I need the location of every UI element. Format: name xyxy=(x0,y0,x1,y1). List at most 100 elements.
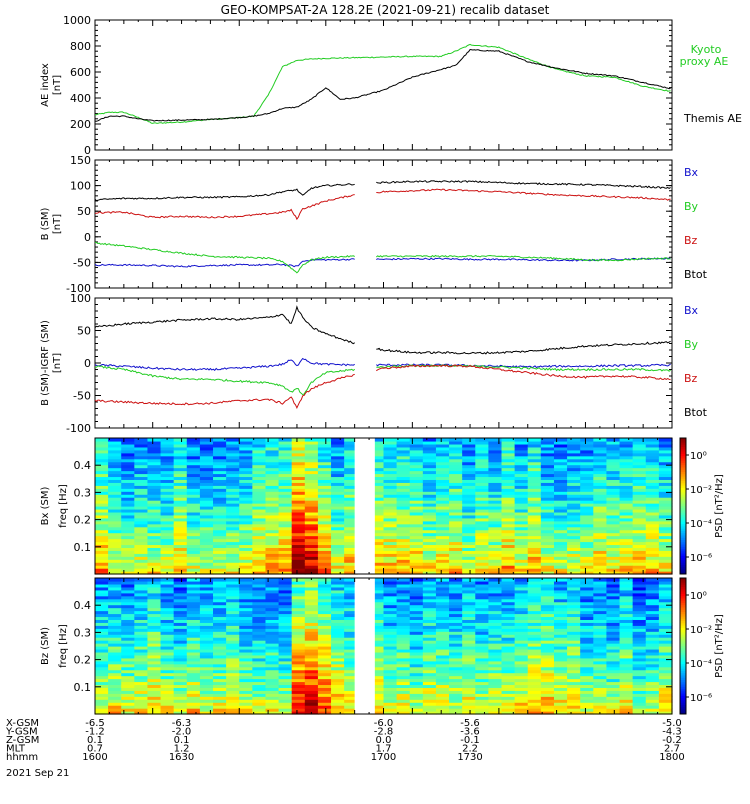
spectrogram-cell xyxy=(527,550,542,554)
spectrogram-cell xyxy=(213,598,227,603)
y-tick-label: 800 xyxy=(70,40,91,53)
spectrogram-cell xyxy=(580,607,594,612)
spectrogram-cell xyxy=(553,643,568,647)
spectrogram-cell xyxy=(449,666,463,671)
spectrogram-cell xyxy=(527,687,542,691)
spectrogram-cell xyxy=(435,541,450,546)
spectrogram-cell xyxy=(449,473,463,478)
spectrogram-cell xyxy=(540,565,555,569)
spectrogram-cell xyxy=(95,702,109,706)
spectrogram-cell xyxy=(475,538,490,543)
spectrogram-cell xyxy=(435,565,450,569)
spectrogram-cell xyxy=(553,571,568,575)
spectrogram-cell xyxy=(226,526,240,531)
spectrogram-cell xyxy=(462,488,476,492)
spectrogram-cell xyxy=(213,634,227,638)
spectrogram-cell xyxy=(409,578,424,582)
spectrogram-cell xyxy=(645,556,660,560)
spectrogram-cell xyxy=(252,666,267,671)
spectrogram-cell xyxy=(488,705,503,709)
spectrogram-cell xyxy=(422,702,437,706)
spectrogram-cell xyxy=(527,604,542,609)
spectrogram-cell xyxy=(213,476,227,480)
spectrogram-cell xyxy=(475,619,490,623)
spectrogram-cell xyxy=(501,482,516,486)
spectrogram-cell xyxy=(265,613,280,618)
spectrogram-cell xyxy=(278,568,293,572)
spectrogram-cell xyxy=(199,699,214,703)
spectrogram-cell xyxy=(226,514,240,519)
ephemeris-value: -3.6 xyxy=(460,727,480,738)
spectrogram-cell xyxy=(304,654,319,659)
spectrogram-cell xyxy=(658,571,673,575)
spectrogram-cell xyxy=(606,580,621,585)
spectrogram-cell xyxy=(370,485,385,489)
spectrogram-cell xyxy=(501,514,516,519)
spectrogram-cell xyxy=(396,571,411,575)
spectrogram-cell xyxy=(488,610,503,615)
spectrogram-cell xyxy=(645,669,660,674)
spectrogram-cell xyxy=(567,517,581,522)
spectrogram-cell xyxy=(186,455,201,460)
spectrogram-cell xyxy=(488,616,503,620)
spectrogram-cell xyxy=(540,666,555,671)
spectrogram-cell xyxy=(291,687,306,691)
spectrogram-cell xyxy=(527,443,542,448)
spectrogram-cell xyxy=(462,678,476,683)
spectrogram-cell xyxy=(606,506,621,510)
spectrogram-cell xyxy=(619,473,634,478)
spectrogram-cell xyxy=(95,503,109,507)
spectrogram-cell xyxy=(291,476,306,480)
spectrogram-cell xyxy=(422,648,437,653)
spectrogram-cell xyxy=(383,500,398,504)
colorbar-segment xyxy=(680,456,686,459)
spectrogram-cell xyxy=(199,637,214,641)
spectrogram-cell xyxy=(213,660,227,665)
spectrogram-cell xyxy=(435,657,450,662)
spectrogram-cell xyxy=(278,672,293,677)
spectrogram-cell xyxy=(409,669,424,674)
spectrogram-cell xyxy=(147,438,162,442)
spectrogram-cell xyxy=(121,681,135,686)
spectrogram-cell xyxy=(239,619,253,623)
spectrogram-cell xyxy=(540,711,555,715)
spectrogram-cell xyxy=(449,461,463,466)
spectrogram-cell xyxy=(252,470,267,475)
spectrogram-cell xyxy=(252,646,267,650)
colorbar-segment xyxy=(680,558,686,561)
spectrogram-cell xyxy=(186,547,201,551)
colorbar-segment xyxy=(680,587,686,590)
spectrogram-cell xyxy=(199,520,214,525)
spectrogram-cell xyxy=(527,565,542,569)
spectrogram-cell xyxy=(121,544,135,548)
spectrogram-cell xyxy=(147,619,162,623)
spectrogram-cell xyxy=(475,613,490,618)
spectrogram-cell xyxy=(278,619,293,623)
spectrogram-cell xyxy=(226,657,240,662)
spectrogram-cell xyxy=(422,449,437,454)
spectrogram-cell xyxy=(606,625,621,629)
spectrogram-cell xyxy=(475,479,490,483)
ephemeris-value: 1730 xyxy=(457,752,482,763)
spectrogram-cell xyxy=(449,470,463,475)
spectrogram-cell xyxy=(278,628,293,632)
spectrogram-cell xyxy=(383,568,398,572)
colorbar-segment xyxy=(680,508,686,512)
spectrogram-cell xyxy=(239,631,253,635)
spectrogram-cell xyxy=(501,687,516,691)
spectrogram-cell xyxy=(95,559,109,563)
spectrogram-cell xyxy=(514,663,529,668)
y-axis-unit: freq [Hz] xyxy=(58,484,69,528)
spectrogram-cell xyxy=(488,482,503,486)
spectrogram-cell xyxy=(540,613,555,618)
spectrogram-cell xyxy=(291,529,306,534)
spectrogram-cell xyxy=(449,595,463,600)
spectrogram-cell xyxy=(121,586,135,591)
spectrogram-cell xyxy=(540,678,555,683)
spectrogram-cell xyxy=(317,467,332,472)
spectrogram-cell xyxy=(265,696,280,700)
spectrogram-cell xyxy=(527,690,542,694)
spectrogram-cell xyxy=(567,702,581,706)
spectrogram-cell xyxy=(383,628,398,632)
spectrogram-cell xyxy=(226,464,240,469)
